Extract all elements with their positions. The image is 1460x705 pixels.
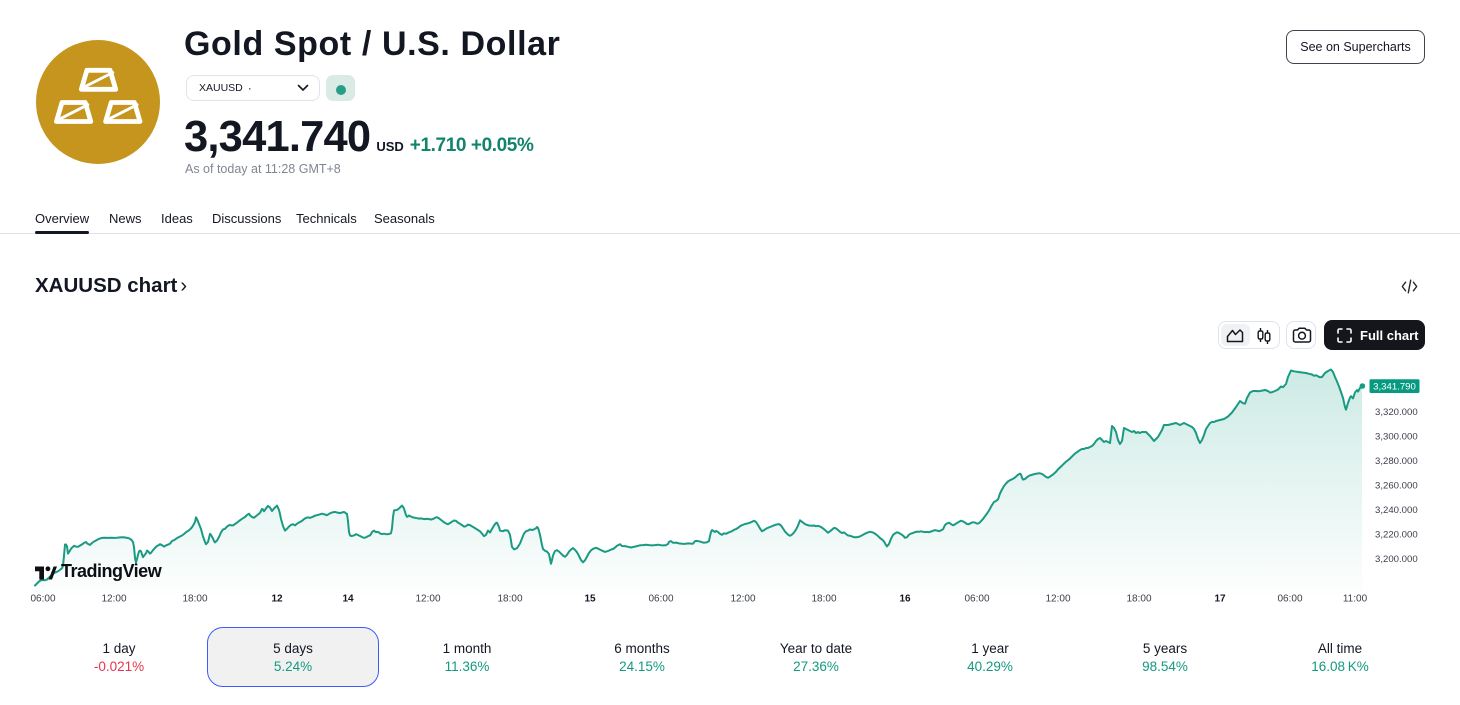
svg-text:17: 17 <box>1214 594 1226 605</box>
svg-text:15: 15 <box>584 594 596 605</box>
svg-text:12:00: 12:00 <box>1045 594 1070 605</box>
svg-text:3,220.000: 3,220.000 <box>1375 530 1418 541</box>
svg-text:3,260.000: 3,260.000 <box>1375 481 1418 492</box>
svg-text:3,280.000: 3,280.000 <box>1375 456 1418 467</box>
svg-text:3,240.000: 3,240.000 <box>1375 505 1418 516</box>
svg-text:06:00: 06:00 <box>648 594 673 605</box>
svg-text:3,300.000: 3,300.000 <box>1375 432 1418 443</box>
svg-text:12:00: 12:00 <box>730 594 755 605</box>
svg-text:3,341.790: 3,341.790 <box>1373 381 1416 392</box>
svg-text:06:00: 06:00 <box>30 594 55 605</box>
svg-text:16: 16 <box>899 594 911 605</box>
svg-text:12:00: 12:00 <box>101 594 126 605</box>
svg-text:18:00: 18:00 <box>497 594 522 605</box>
svg-text:12:00: 12:00 <box>415 594 440 605</box>
svg-text:11:00: 11:00 <box>1343 594 1368 605</box>
svg-text:3,320.000: 3,320.000 <box>1375 407 1418 418</box>
svg-text:14: 14 <box>342 594 354 605</box>
svg-text:3,200.000: 3,200.000 <box>1375 554 1418 565</box>
svg-text:06:00: 06:00 <box>1277 594 1302 605</box>
svg-text:18:00: 18:00 <box>1126 594 1151 605</box>
svg-text:18:00: 18:00 <box>182 594 207 605</box>
svg-text:18:00: 18:00 <box>811 594 836 605</box>
svg-text:12: 12 <box>271 594 283 605</box>
svg-text:06:00: 06:00 <box>964 594 989 605</box>
